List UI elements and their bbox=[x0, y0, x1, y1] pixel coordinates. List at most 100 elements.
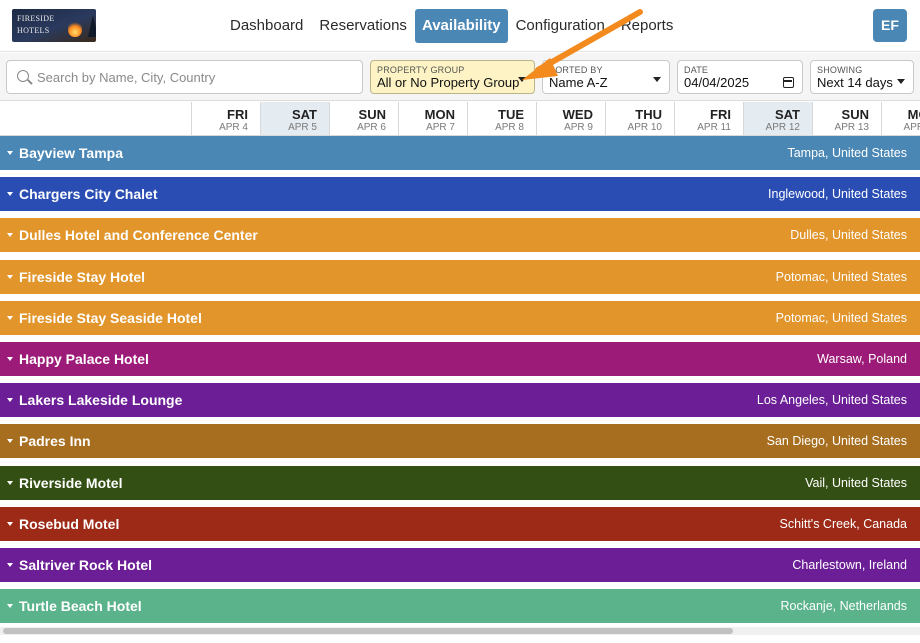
property-location: Inglewood, United States bbox=[768, 187, 907, 202]
property-row[interactable]: Fireside Stay Seaside Hotel Potomac, Unit… bbox=[0, 300, 920, 335]
date-label: DATE bbox=[684, 65, 709, 75]
logo-text: FIRESIDE HOTELS bbox=[17, 14, 55, 35]
property-location: Vail, United States bbox=[805, 475, 907, 490]
property-location: Charlestown, Ireland bbox=[792, 558, 907, 572]
day-of-week: MON bbox=[424, 107, 455, 122]
property-location: Potomac, United States bbox=[775, 310, 907, 325]
property-name[interactable]: Chargers City Chalet bbox=[19, 186, 158, 203]
property-name[interactable]: Riverside Motel bbox=[19, 474, 123, 491]
property-row[interactable]: Padres Inn San Diego, United States bbox=[0, 424, 920, 459]
property-row[interactable]: Dulles Hotel and Conference Center Dulles… bbox=[0, 218, 920, 253]
caret-down-icon bbox=[518, 77, 526, 82]
day-date: APR 14 bbox=[903, 122, 920, 133]
scrollbar-thumb[interactable] bbox=[3, 628, 733, 634]
expand-caret-icon[interactable] bbox=[7, 192, 13, 197]
calendar-icon[interactable] bbox=[783, 77, 794, 88]
expand-caret-icon[interactable] bbox=[7, 357, 13, 361]
tree-icon bbox=[88, 15, 96, 37]
property-row[interactable]: Riverside Motel Vail, United States bbox=[0, 465, 920, 500]
day-column-header: SAT APR 5 bbox=[261, 102, 330, 135]
day-date: APR 7 bbox=[426, 122, 455, 133]
property-row[interactable]: Turtle Beach Hotel Rockanje, Netherlands bbox=[0, 589, 920, 624]
main-nav: Dashboard Reservations Availability Configu… bbox=[222, 9, 681, 43]
property-location: Schitt's Creek, Canada bbox=[779, 516, 907, 531]
property-name[interactable]: Bayview Tampa bbox=[19, 145, 124, 161]
day-date: APR 8 bbox=[495, 122, 524, 133]
showing-value: Next 14 days bbox=[817, 75, 893, 90]
filter-bar: PROPERTY GROUP All or No Property Group … bbox=[0, 53, 920, 101]
nav-configuration[interactable]: Configuration bbox=[515, 17, 605, 34]
day-column-header: WED APR 9 bbox=[537, 102, 606, 135]
property-name[interactable]: Turtle Beach Hotel bbox=[19, 598, 142, 615]
day-date: APR 9 bbox=[564, 122, 593, 133]
property-location: Tampa, United States bbox=[787, 146, 907, 160]
caret-down-icon bbox=[897, 79, 905, 84]
property-location: Potomac, United States bbox=[775, 269, 907, 284]
expand-caret-icon[interactable] bbox=[7, 480, 13, 485]
day-of-week: SUN bbox=[358, 107, 386, 122]
property-location: Warsaw, Poland bbox=[817, 352, 907, 366]
property-location: Rockanje, Netherlands bbox=[780, 599, 907, 614]
property-row[interactable]: Lakers Lakeside Lounge Los Angeles, Unite… bbox=[0, 383, 920, 418]
day-of-week: MON bbox=[907, 107, 920, 122]
search-box bbox=[6, 60, 363, 94]
day-date: APR 4 bbox=[219, 122, 248, 133]
expand-caret-icon[interactable] bbox=[7, 439, 13, 444]
campfire-icon bbox=[68, 21, 82, 37]
property-row[interactable]: Rosebud Motel Schitt's Creek, Canada bbox=[0, 506, 920, 541]
top-navigation: FIRESIDE HOTELS Dashboard Reservations Ava… bbox=[0, 0, 920, 52]
nav-dashboard[interactable]: Dashboard bbox=[230, 17, 304, 34]
property-name[interactable]: Padres Inn bbox=[19, 433, 91, 450]
property-name[interactable]: Happy Palace Hotel bbox=[19, 351, 149, 367]
property-name[interactable]: Rosebud Motel bbox=[19, 515, 120, 532]
property-name[interactable]: Fireside Stay Seaside Hotel bbox=[19, 309, 202, 326]
expand-caret-icon[interactable] bbox=[7, 233, 13, 238]
day-of-week: SAT bbox=[291, 107, 317, 122]
expand-caret-icon[interactable] bbox=[7, 274, 13, 279]
search-icon bbox=[17, 70, 29, 82]
property-row[interactable]: Fireside Stay Hotel Potomac, United State… bbox=[0, 259, 920, 294]
showing-label: SHOWING bbox=[817, 65, 863, 75]
expand-caret-icon[interactable] bbox=[7, 563, 13, 567]
expand-caret-icon[interactable] bbox=[7, 151, 13, 155]
day-column-header: SUN APR 6 bbox=[330, 102, 399, 135]
day-date: APR 11 bbox=[697, 122, 731, 133]
sorted-by-value: Name A-Z bbox=[549, 75, 608, 90]
day-of-week: FRI bbox=[710, 107, 731, 122]
property-group-label: PROPERTY GROUP bbox=[377, 65, 465, 75]
date-header-spacer bbox=[0, 102, 192, 135]
day-column-header: TUE APR 8 bbox=[468, 102, 537, 135]
property-row[interactable]: Happy Palace Hotel Warsaw, Poland bbox=[0, 342, 920, 376]
property-row[interactable]: Bayview Tampa Tampa, United States bbox=[0, 136, 920, 170]
property-name[interactable]: Dulles Hotel and Conference Center bbox=[19, 227, 258, 244]
date-header: FRI APR 4 SAT APR 5 SUN APR 6 MON APR 7 TUE APR 8… bbox=[0, 102, 920, 136]
search-input[interactable] bbox=[37, 61, 357, 93]
property-name[interactable]: Fireside Stay Hotel bbox=[19, 268, 146, 285]
day-column-header: SAT APR 12 bbox=[744, 102, 813, 135]
expand-caret-icon[interactable] bbox=[7, 521, 13, 526]
property-group-dropdown[interactable]: PROPERTY GROUP All or No Property Group bbox=[370, 60, 535, 94]
expand-caret-icon[interactable] bbox=[7, 315, 13, 320]
day-of-week: TUE bbox=[498, 107, 524, 122]
property-row[interactable]: Saltriver Rock Hotel Charlestown, Ireland bbox=[0, 548, 920, 582]
property-group-value: All or No Property Group bbox=[377, 75, 520, 90]
expand-caret-icon[interactable] bbox=[7, 604, 13, 609]
showing-dropdown[interactable]: SHOWING Next 14 days bbox=[810, 60, 914, 94]
property-row[interactable]: Chargers City Chalet Inglewood, United St… bbox=[0, 177, 920, 212]
date-value: 04/04/2025 bbox=[684, 75, 750, 90]
fireside-hotels-logo[interactable]: FIRESIDE HOTELS bbox=[12, 9, 96, 42]
expand-caret-icon[interactable] bbox=[7, 398, 13, 403]
property-name[interactable]: Saltriver Rock Hotel bbox=[19, 557, 153, 573]
sorted-by-dropdown[interactable]: SORTED BY Name A-Z bbox=[542, 60, 670, 94]
nav-availability[interactable]: Availability bbox=[414, 9, 508, 43]
user-avatar[interactable]: EF bbox=[873, 9, 907, 42]
horizontal-scrollbar[interactable] bbox=[0, 627, 920, 635]
property-location: Dulles, United States bbox=[790, 228, 907, 243]
nav-reservations[interactable]: Reservations bbox=[319, 17, 407, 34]
caret-down-icon bbox=[653, 77, 661, 82]
date-picker[interactable]: DATE 04/04/2025 bbox=[677, 60, 803, 94]
nav-reports[interactable]: Reports bbox=[620, 17, 674, 34]
property-name[interactable]: Lakers Lakeside Lounge bbox=[19, 392, 183, 409]
day-of-week: SUN bbox=[841, 107, 869, 122]
